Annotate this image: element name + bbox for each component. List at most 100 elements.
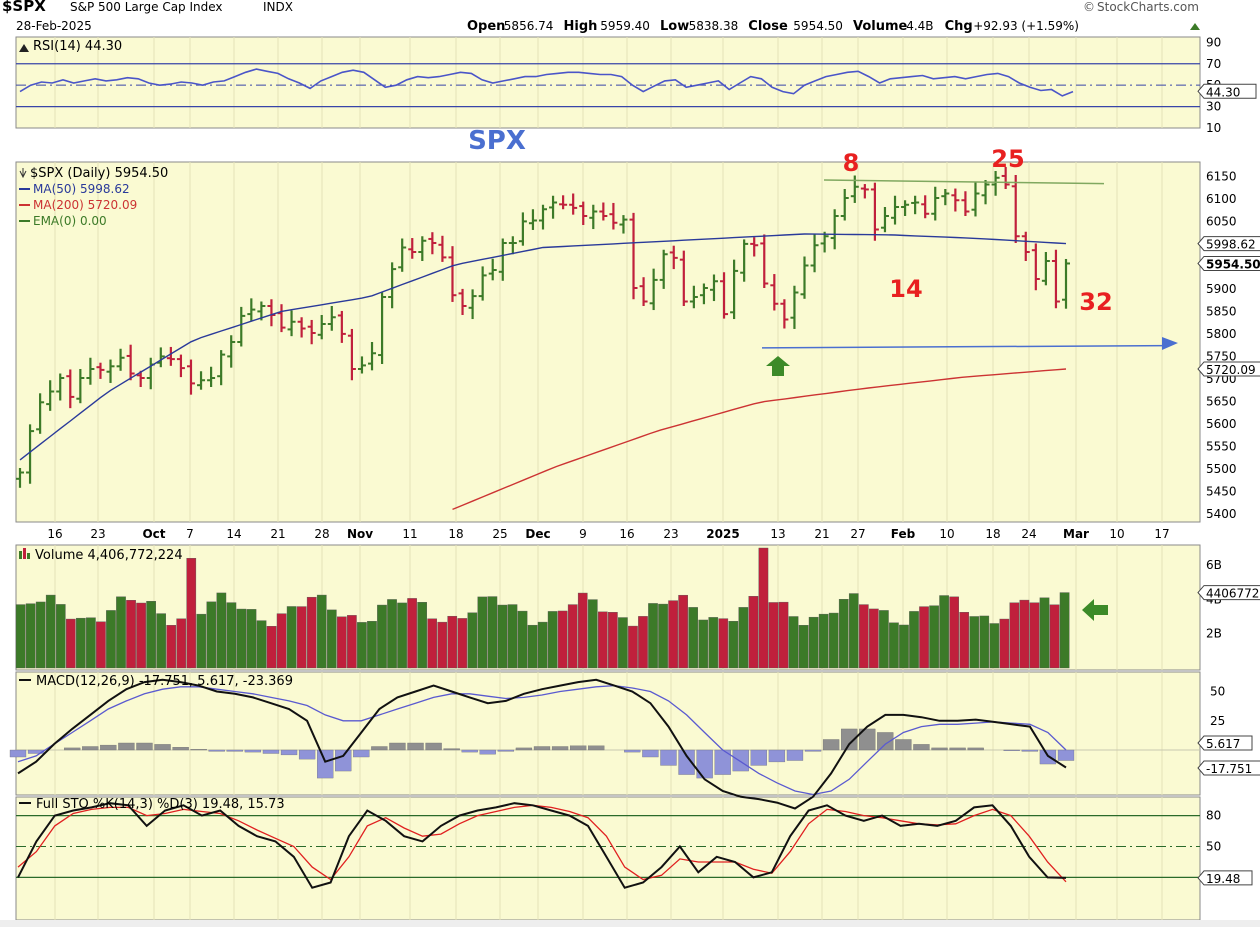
price-tick-label: 5650 (1206, 395, 1237, 409)
ohlc-value: 5954.50 (793, 19, 843, 33)
rsi-badge-text: 44.30 (1206, 85, 1240, 99)
ohlc-bar (136, 370, 145, 387)
resistance-line (823, 179, 1105, 185)
x-tick-label: 7 (186, 527, 194, 541)
volume-bar (557, 610, 568, 669)
ohlc-bar (740, 239, 749, 282)
macd-hist-bar (588, 745, 605, 751)
macd-hist-bar (642, 749, 659, 758)
ohlc-bar (830, 209, 839, 250)
ohlc-bar (1021, 231, 1030, 261)
volume-icon-bar (19, 551, 22, 559)
volume-title: Volume 4,406,772,224 (19, 548, 183, 563)
volume-bar (768, 602, 779, 669)
ohlc-bar (36, 393, 45, 434)
volume-bar (367, 621, 377, 669)
ohlc-bar (217, 350, 226, 386)
x-tick-label: 28 (314, 527, 329, 541)
ohlc-bar (891, 195, 900, 225)
volume-bar (959, 612, 970, 669)
macd-hist-bar (877, 732, 894, 751)
macd-hist-bar (244, 749, 262, 753)
volume-bar (116, 596, 126, 669)
sto-k-line (17, 802, 1067, 889)
ohlc-bar (207, 366, 216, 387)
ohlc-bar (589, 204, 598, 230)
macd-hist-bar (389, 742, 406, 751)
volume-bar (427, 618, 437, 669)
ohlc-bar (498, 238, 507, 281)
macd-hist-bar (82, 746, 99, 751)
volume-bar (618, 617, 628, 669)
macd-panel (15, 671, 1201, 796)
ohlc-value: 5856.74 (504, 19, 554, 33)
ohlc-bar (197, 371, 206, 390)
ohlc-bar (237, 306, 246, 347)
macd-line (17, 678, 1067, 810)
volume-bar (65, 618, 76, 669)
macd-hist-bar (317, 749, 334, 779)
ohlc-bar (26, 424, 35, 484)
ohlc-bar (931, 186, 940, 221)
ohlc-bar (951, 188, 960, 212)
volume-bar (738, 607, 749, 669)
volume-icon-bar (27, 553, 30, 559)
ohlc-bar (659, 249, 668, 289)
volume-tick-label: 6B (1206, 558, 1222, 572)
volume-bar (337, 616, 347, 669)
macd-hist-bar (822, 739, 840, 751)
sto-tick-label: 80 (1206, 809, 1221, 823)
volume-bar (357, 622, 367, 669)
x-tick-label: 11 (402, 527, 417, 541)
volume-bar (377, 604, 387, 669)
volume-bar (517, 610, 528, 669)
volume-bar (477, 596, 488, 669)
volume-bar (166, 625, 177, 669)
macd-hist-bar (371, 746, 388, 751)
volume-bar (648, 603, 658, 669)
macd-hist-bar (27, 749, 45, 754)
sto-badge-box (1197, 870, 1253, 886)
ohlc-bar (408, 238, 417, 259)
ohlc-bar (46, 380, 55, 411)
ohlc-bar (559, 195, 568, 210)
macd-hist-bar (172, 747, 189, 751)
ohlc-bar (508, 236, 517, 255)
x-tick-label: 27 (850, 527, 865, 541)
macd-hist-bar (624, 749, 641, 753)
rsi-title-text: RSI(14) 44.30 (33, 39, 122, 54)
volume-bar (45, 594, 56, 669)
volume-bar (326, 609, 337, 669)
macd-title: MACD(12,26,9) -17.751, 5.617, -23.369 (36, 674, 293, 689)
ohlc-bar (458, 288, 467, 315)
ohlc-bar (800, 256, 809, 299)
ma200-badge-text: 5720.09 (1206, 363, 1256, 377)
volume-bar (266, 626, 277, 669)
ohlc-bar (448, 246, 457, 302)
volume-bar (889, 622, 899, 669)
ohlc-bar (639, 277, 648, 306)
volume-title-text: Volume 4,406,772,224 (35, 548, 183, 563)
price-tick-label: 6150 (1206, 170, 1237, 184)
ohlc-bar (770, 274, 779, 311)
volume-bar (1019, 599, 1030, 669)
x-tick-label: 24 (1021, 527, 1036, 541)
volume-bar (909, 611, 919, 669)
support-line (761, 344, 1169, 349)
macd-hist-bar (949, 747, 966, 751)
macd-hist-bar (967, 747, 984, 751)
volume-bar (537, 621, 548, 669)
price-bars (16, 166, 1070, 488)
chart-date: 28-Feb-2025 (16, 19, 92, 33)
volume-badge-box (1197, 585, 1260, 601)
ohlc-bar (418, 236, 427, 261)
volume-bar (487, 596, 498, 669)
volume-bar (467, 612, 478, 669)
volume-bar (728, 620, 739, 669)
last-price-badge-box (1197, 255, 1260, 271)
ohlc-bar (539, 204, 547, 230)
macd-badge: -17.751 (1197, 760, 1260, 776)
macd-signal-badge-text: 5.617 (1206, 737, 1240, 751)
volume-bar (216, 592, 227, 669)
